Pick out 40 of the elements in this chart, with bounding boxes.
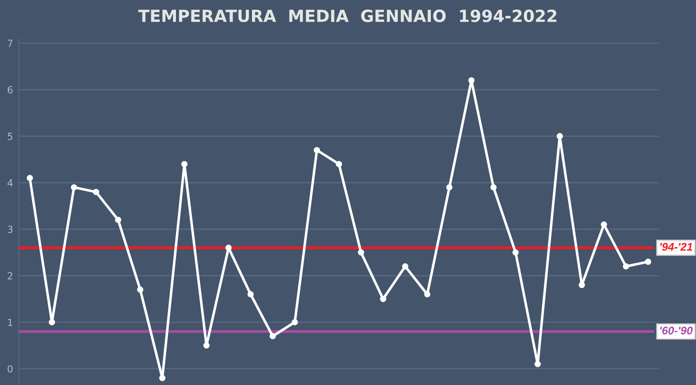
y-tick-label: 4 bbox=[8, 179, 13, 186]
point bbox=[203, 342, 210, 349]
y-tick-label: 1 bbox=[8, 318, 12, 326]
y-tick-label: 2 bbox=[8, 272, 12, 280]
point bbox=[270, 333, 276, 340]
y-tick-label: 5 bbox=[8, 132, 12, 140]
y-tick-label: 3 bbox=[8, 226, 12, 234]
point bbox=[159, 374, 166, 382]
point bbox=[578, 282, 585, 288]
point bbox=[512, 249, 519, 256]
point bbox=[92, 188, 100, 196]
point bbox=[556, 133, 563, 140]
point bbox=[48, 319, 56, 326]
point bbox=[358, 249, 364, 256]
point bbox=[115, 216, 122, 224]
point bbox=[26, 174, 33, 182]
point bbox=[490, 184, 497, 190]
point bbox=[446, 184, 452, 190]
chart-title: TEMPERATURA MEDIA GENNAIO 1994-2022 bbox=[138, 10, 556, 22]
point bbox=[622, 263, 630, 270]
point bbox=[248, 291, 254, 298]
y-tick-label: 0 bbox=[8, 365, 13, 373]
y-tick-label: 7 bbox=[8, 40, 12, 47]
point bbox=[70, 184, 78, 190]
point bbox=[336, 160, 342, 168]
point bbox=[137, 286, 144, 293]
point bbox=[225, 244, 232, 251]
point bbox=[534, 360, 541, 368]
y-tick-label: 6 bbox=[8, 86, 13, 94]
point bbox=[468, 77, 475, 84]
point bbox=[402, 263, 408, 270]
annotation: '60-'90 bbox=[660, 326, 693, 334]
point bbox=[292, 319, 298, 326]
point bbox=[380, 296, 386, 302]
point bbox=[181, 160, 188, 168]
point bbox=[424, 291, 430, 298]
point bbox=[644, 258, 652, 265]
annotation: '94-'21 bbox=[660, 242, 692, 251]
point bbox=[314, 147, 320, 154]
point bbox=[600, 221, 608, 228]
